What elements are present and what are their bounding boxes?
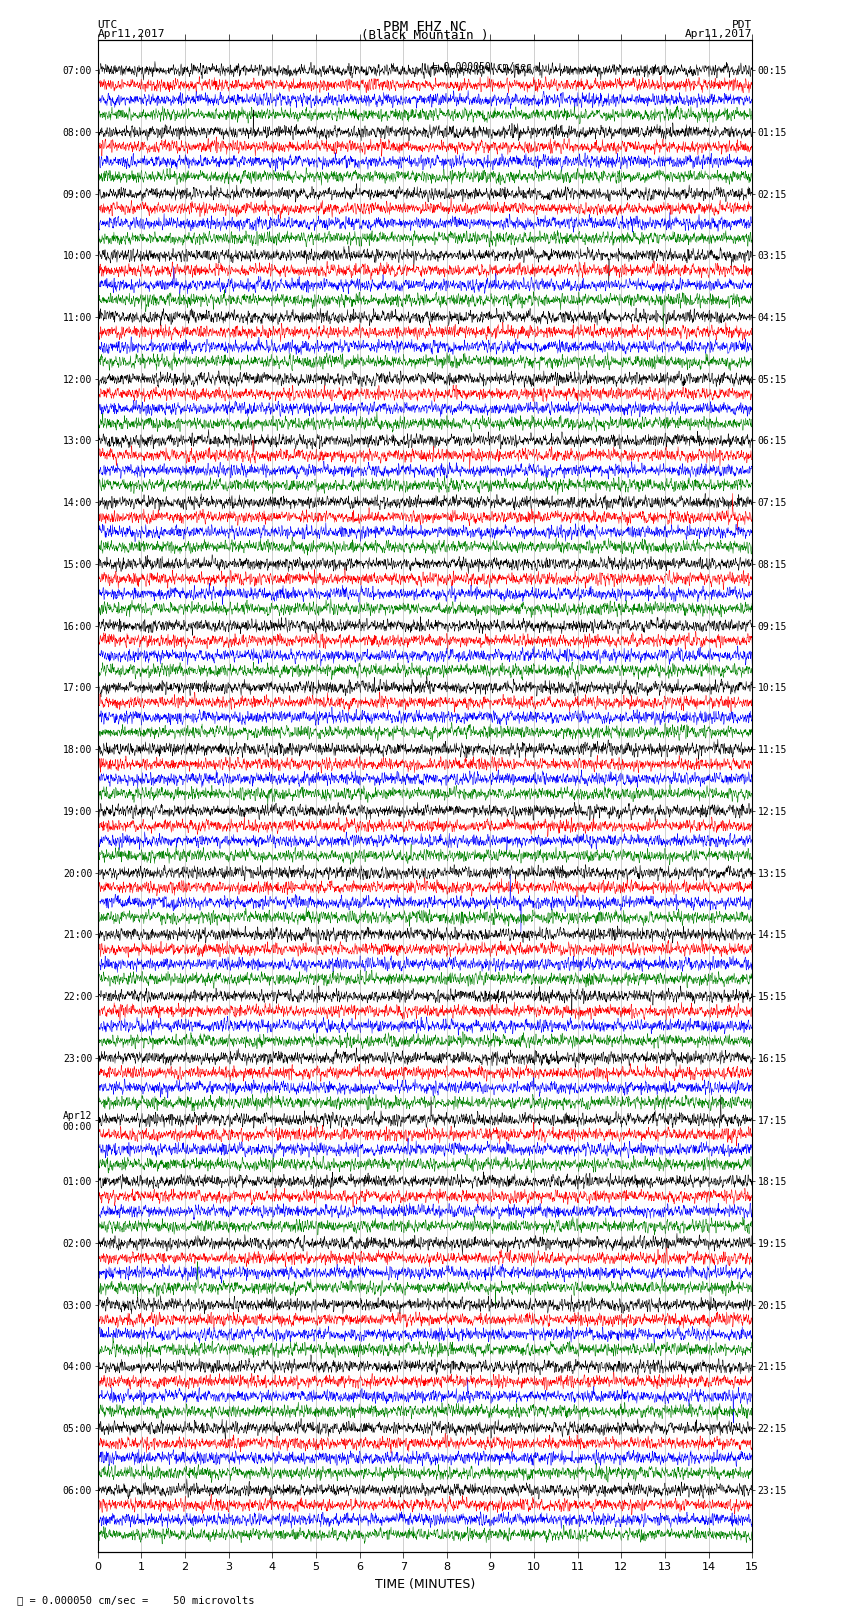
Text: UTC: UTC — [98, 19, 118, 31]
X-axis label: TIME (MINUTES): TIME (MINUTES) — [375, 1578, 475, 1590]
Text: PDT: PDT — [732, 19, 752, 31]
Text: Apr11,2017: Apr11,2017 — [98, 29, 165, 39]
Text: Apr11,2017: Apr11,2017 — [685, 29, 752, 39]
Text: = 0.000050 cm/sec: = 0.000050 cm/sec — [432, 61, 531, 73]
Text: PBM EHZ NC: PBM EHZ NC — [383, 19, 467, 34]
Text: ⎸ = 0.000050 cm/sec =    50 microvolts: ⎸ = 0.000050 cm/sec = 50 microvolts — [17, 1595, 254, 1605]
Text: (Black Mountain ): (Black Mountain ) — [361, 29, 489, 42]
